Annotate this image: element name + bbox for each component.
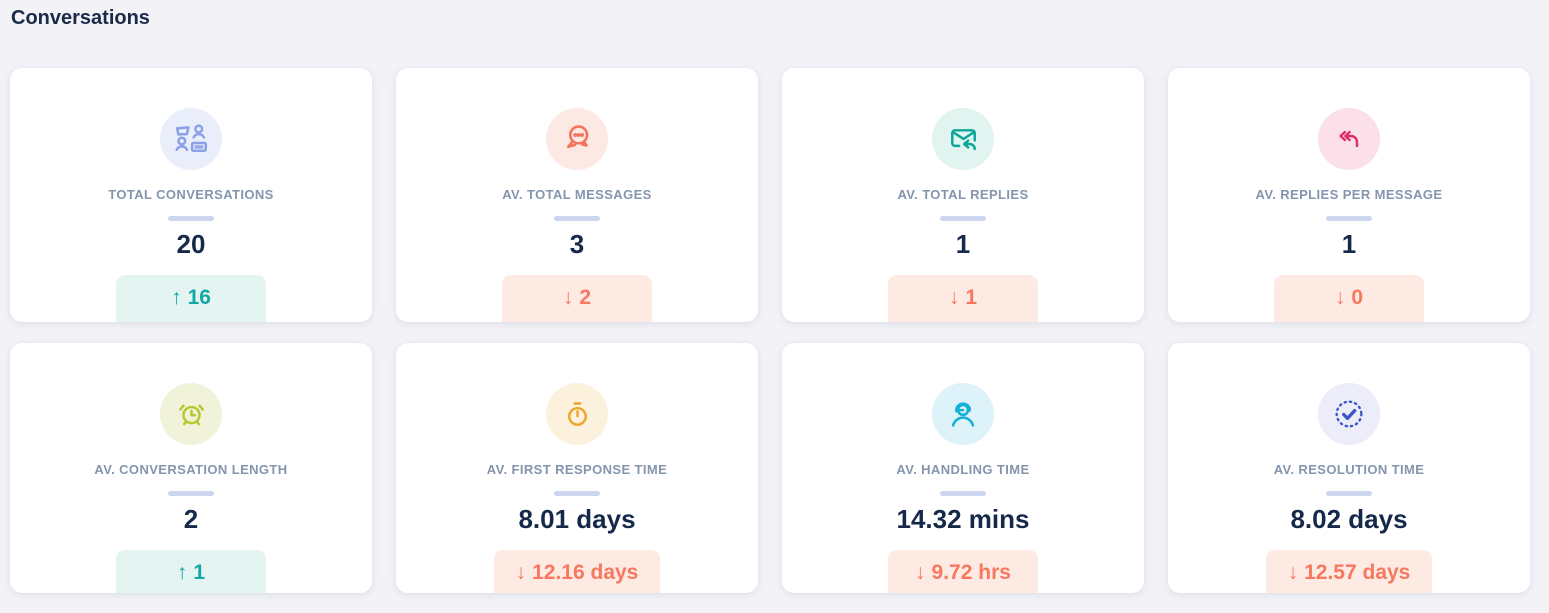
trend-down-icon: ↓ xyxy=(1287,561,1299,584)
divider xyxy=(168,491,214,496)
divider xyxy=(1326,491,1372,496)
trend-amount: 9.72 hrs xyxy=(931,561,1011,584)
trend-amount: 0 xyxy=(1351,286,1364,309)
divider xyxy=(940,491,986,496)
trend-amount: 2 xyxy=(579,286,592,309)
stopwatch-icon xyxy=(546,383,608,445)
trend-badge: ↑ 16 xyxy=(116,275,266,322)
trend-badge: ↓ 1 xyxy=(888,275,1038,322)
divider xyxy=(1326,216,1372,221)
trend-down-icon: ↓ xyxy=(1334,286,1346,309)
metric-value: 20 xyxy=(176,229,206,259)
metric-value: 14.32 mins xyxy=(896,504,1030,534)
metric-label: AV. FIRST RESPONSE TIME xyxy=(486,462,668,477)
metric-label: AV. CONVERSATION LENGTH xyxy=(94,462,288,477)
metric-label: AV. RESOLUTION TIME xyxy=(1273,462,1425,477)
envelope-reply-icon xyxy=(932,108,994,170)
trend-amount: 1 xyxy=(193,561,206,584)
trend-amount: 12.57 days xyxy=(1304,561,1411,584)
divider xyxy=(168,216,214,221)
trend-down-icon: ↓ xyxy=(562,286,574,309)
metric-label: AV. REPLIES PER MESSAGE xyxy=(1255,187,1443,202)
metric-card-av-handling-time: AV. HANDLING TIME 14.32 mins ↓ 9.72 hrs xyxy=(782,343,1144,593)
trend-amount: 16 xyxy=(187,286,211,309)
metric-value: 8.01 days xyxy=(518,504,636,534)
metric-card-av-resolution-time: AV. RESOLUTION TIME 8.02 days ↓ 12.57 da… xyxy=(1168,343,1530,593)
metric-card-total-conversations: TOTAL CONVERSATIONS 20 ↑ 16 xyxy=(10,68,372,322)
metric-card-av-total-messages: AV. TOTAL MESSAGES 3 ↓ 2 xyxy=(396,68,758,322)
metric-label: AV. TOTAL MESSAGES xyxy=(502,187,652,202)
metric-value: 1 xyxy=(1341,229,1357,259)
metric-value: 1 xyxy=(955,229,971,259)
trend-badge: ↑ 1 xyxy=(116,550,266,593)
metric-card-av-replies-per-message: AV. REPLIES PER MESSAGE 1 ↓ 0 xyxy=(1168,68,1530,322)
trend-badge: ↓ 12.16 days xyxy=(493,550,661,593)
trend-badge: ↓ 12.57 days xyxy=(1265,550,1433,593)
trend-up-icon: ↑ xyxy=(171,286,182,309)
trend-badge: ↓ 9.72 hrs xyxy=(888,550,1038,593)
alarm-clock-icon xyxy=(160,383,222,445)
metric-label: AV. HANDLING TIME xyxy=(896,462,1030,477)
metric-cards-grid: TOTAL CONVERSATIONS 20 ↑ 16 AV. TOTAL xyxy=(10,68,1530,593)
metric-card-av-conversation-length: AV. CONVERSATION LENGTH 2 ↑ 1 xyxy=(10,343,372,593)
trend-down-icon: ↓ xyxy=(915,561,926,584)
metric-value: 2 xyxy=(183,504,199,534)
divider xyxy=(554,216,600,221)
reply-all-icon xyxy=(1318,108,1380,170)
support-agent-icon xyxy=(932,383,994,445)
metric-value: 8.02 days xyxy=(1290,504,1408,534)
page-title: Conversations xyxy=(11,7,150,29)
metric-card-av-total-replies: AV. TOTAL REPLIES 1 ↓ 1 xyxy=(782,68,1144,322)
metric-label: TOTAL CONVERSATIONS xyxy=(108,187,274,202)
trend-down-icon: ↓ xyxy=(515,561,527,584)
metric-label: AV. TOTAL REPLIES xyxy=(897,187,1029,202)
metric-value: 3 xyxy=(569,229,585,259)
trend-up-icon: ↑ xyxy=(176,561,188,584)
check-circle-dotted-icon xyxy=(1318,383,1380,445)
trend-down-icon: ↓ xyxy=(948,286,960,309)
metric-card-av-first-response-time: AV. FIRST RESPONSE TIME 8.01 days ↓ 12.1… xyxy=(396,343,758,593)
trend-amount: 12.16 days xyxy=(532,561,639,584)
chat-bubbles-icon xyxy=(546,108,608,170)
trend-badge: ↓ 2 xyxy=(502,275,652,322)
divider xyxy=(940,216,986,221)
conversations-icon xyxy=(160,108,222,170)
trend-amount: 1 xyxy=(965,286,978,309)
divider xyxy=(554,491,600,496)
trend-badge: ↓ 0 xyxy=(1274,275,1424,322)
